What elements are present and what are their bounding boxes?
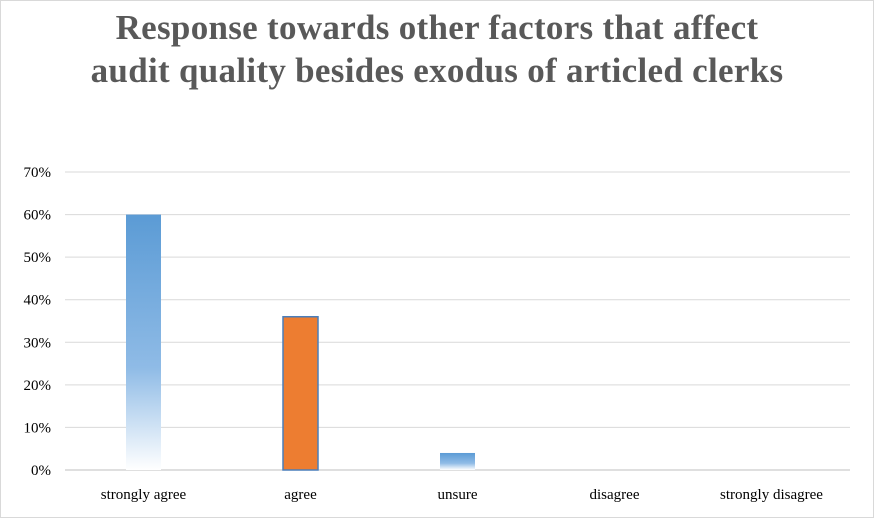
y-tick-label: 70% bbox=[24, 165, 52, 181]
x-category-label: agree bbox=[284, 487, 317, 503]
y-tick-label: 10% bbox=[24, 420, 52, 436]
bar-unsure bbox=[440, 452, 475, 470]
bar-agree bbox=[282, 315, 319, 471]
x-category-label: strongly agree bbox=[101, 487, 187, 503]
chart-title: Response towards other factors that affe… bbox=[90, 8, 784, 90]
y-tick-label: 60% bbox=[24, 208, 52, 224]
y-tick-label: 30% bbox=[24, 335, 52, 351]
x-category-label: disagree bbox=[590, 487, 640, 503]
x-category-label: unsure bbox=[438, 487, 478, 503]
y-tick-label: 40% bbox=[24, 293, 52, 309]
bar-strongly-agree bbox=[126, 214, 161, 470]
y-tick-label: 0% bbox=[31, 463, 51, 479]
x-category-label: strongly disagree bbox=[720, 487, 823, 503]
y-tick-label: 50% bbox=[24, 250, 52, 266]
y-tick-label: 20% bbox=[24, 378, 52, 394]
